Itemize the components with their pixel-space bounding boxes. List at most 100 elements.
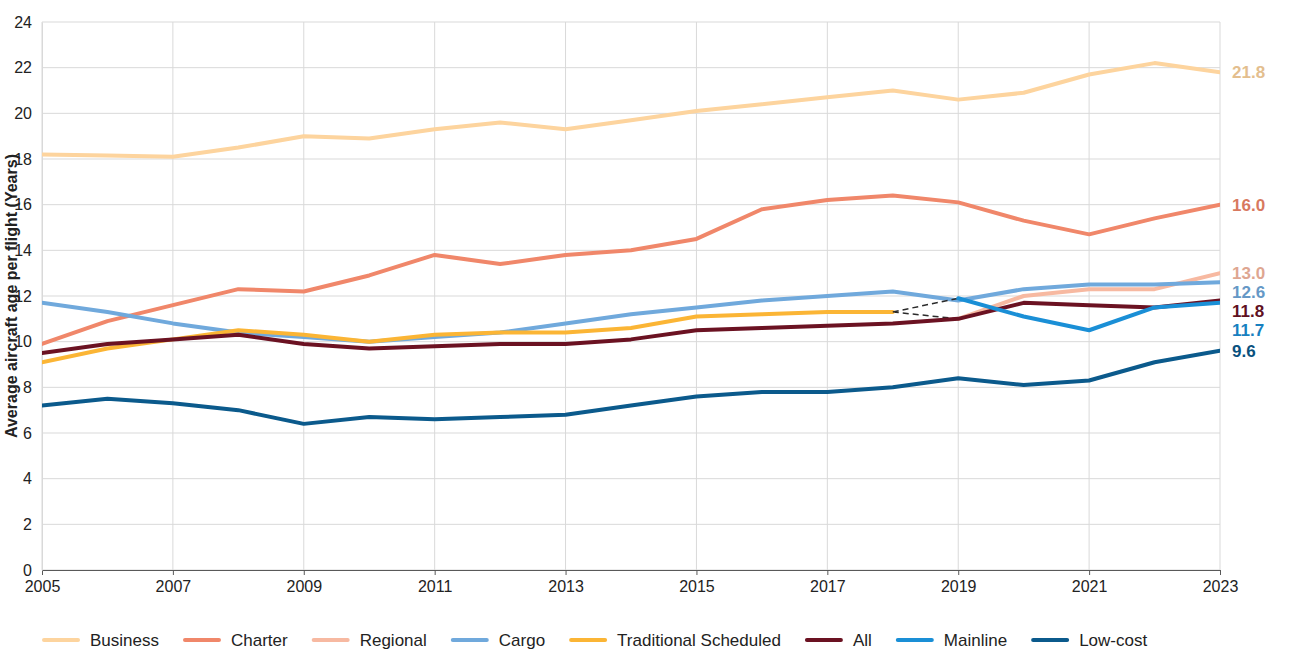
grid-line-y bbox=[42, 387, 1220, 388]
grid-line-y bbox=[42, 67, 1220, 68]
x-tick: 2015 bbox=[679, 570, 715, 595]
data-label: 16.0 bbox=[1232, 196, 1265, 215]
x-tick-mark bbox=[1220, 570, 1221, 575]
y-tick: 4 bbox=[23, 470, 42, 487]
y-tick: 22 bbox=[14, 59, 42, 76]
legend-swatch bbox=[44, 638, 78, 642]
x-tick: 2019 bbox=[941, 570, 977, 595]
data-label: 9.6 bbox=[1232, 342, 1256, 361]
legend-swatch bbox=[807, 638, 841, 642]
legend-item: Charter bbox=[185, 631, 288, 650]
series-lines bbox=[42, 63, 1220, 424]
legend-item: Cargo bbox=[453, 631, 545, 650]
x-tick-mark bbox=[173, 570, 174, 575]
series-line bbox=[958, 298, 1220, 330]
y-tick-label: 0 bbox=[23, 562, 32, 579]
y-tick-label: 24 bbox=[14, 14, 32, 31]
series-line bbox=[42, 63, 1220, 157]
x-axis-line bbox=[43, 571, 1221, 576]
data-label: 11.8 bbox=[1232, 302, 1264, 321]
series-connector bbox=[893, 298, 958, 312]
data-labels: 21.816.013.012.611.811.79.6 bbox=[1232, 63, 1265, 361]
legend-item: Business bbox=[44, 631, 159, 650]
x-tick-label: 2021 bbox=[1072, 578, 1108, 595]
legend-label: Traditional Scheduled bbox=[617, 631, 781, 650]
y-tick-label: 22 bbox=[14, 59, 32, 76]
x-tick: 2021 bbox=[1072, 570, 1108, 595]
x-tick-mark bbox=[304, 570, 305, 575]
legend-item: Regional bbox=[314, 631, 427, 650]
x-tick-mark bbox=[435, 570, 436, 575]
y-tick: 0 bbox=[23, 562, 42, 579]
x-tick-mark bbox=[42, 570, 43, 575]
x-tick: 2007 bbox=[156, 570, 192, 595]
x-tick-label: 2023 bbox=[1203, 578, 1239, 595]
x-tick-mark bbox=[696, 570, 697, 575]
legend-label: Business bbox=[90, 631, 159, 650]
grid-line-y bbox=[42, 433, 1220, 434]
x-tick-mark bbox=[827, 570, 828, 575]
legend-item: Low-cost bbox=[1033, 631, 1147, 650]
legend-label: Mainline bbox=[944, 631, 1007, 650]
grid-line-x bbox=[172, 22, 173, 570]
legend-label: Low-cost bbox=[1079, 631, 1147, 650]
x-tick-label: 2017 bbox=[810, 578, 846, 595]
grid-line-x bbox=[42, 22, 43, 570]
grid-line-y bbox=[42, 22, 1220, 23]
y-tick-label: 6 bbox=[23, 425, 32, 442]
data-label: 13.0 bbox=[1232, 264, 1265, 283]
x-tick: 2023 bbox=[1203, 570, 1239, 595]
x-tick-mark bbox=[566, 570, 567, 575]
grid-line-x bbox=[696, 22, 697, 570]
grid-line-x bbox=[1089, 22, 1090, 570]
legend-swatch bbox=[1033, 638, 1067, 642]
x-tick-label: 2013 bbox=[548, 578, 584, 595]
grid-line-x bbox=[1220, 22, 1221, 570]
grid-line-y bbox=[42, 524, 1220, 525]
y-tick-label: 2 bbox=[23, 516, 32, 533]
grid bbox=[42, 22, 1220, 570]
y-tick: 24 bbox=[14, 14, 42, 31]
legend-label: Regional bbox=[360, 631, 427, 650]
legend: Business Charter Regional Cargo Traditional … bbox=[44, 631, 1147, 650]
grid-line-y bbox=[42, 478, 1220, 479]
x-tick: 2011 bbox=[418, 570, 453, 595]
x-tick-label: 2009 bbox=[286, 578, 322, 595]
legend-label: All bbox=[853, 631, 872, 650]
legend-item: Mainline bbox=[898, 631, 1007, 650]
grid-line-y bbox=[42, 159, 1220, 160]
series-line bbox=[958, 273, 1220, 319]
series-line bbox=[42, 196, 1220, 344]
y-tick: 6 bbox=[23, 425, 42, 442]
legend-label: Cargo bbox=[499, 631, 545, 650]
series-line bbox=[42, 351, 1220, 424]
grid-line-x bbox=[565, 22, 566, 570]
x-tick-label: 2007 bbox=[156, 578, 192, 595]
legend-label: Charter bbox=[231, 631, 288, 650]
data-label: 12.6 bbox=[1232, 283, 1265, 302]
legend-item: All bbox=[807, 631, 872, 650]
x-tick-label: 2011 bbox=[418, 578, 453, 595]
legend-swatch bbox=[185, 638, 219, 642]
legend-swatch bbox=[571, 638, 605, 642]
x-tick: 2009 bbox=[286, 570, 322, 595]
x-axis: 2005 2007 2009 2011 2013 2015 2017 2019 2021 2023 bbox=[25, 570, 1239, 595]
y-tick-label: 4 bbox=[23, 470, 32, 487]
x-tick-label: 2019 bbox=[941, 578, 977, 595]
x-tick-mark bbox=[1089, 570, 1090, 575]
series-line bbox=[42, 301, 1220, 354]
y-axis-title: Average aircraft age per flight (Years) bbox=[3, 154, 20, 438]
chart: 2005 2007 2009 2011 2013 2015 2017 2019 2021 2023… bbox=[0, 0, 1300, 660]
x-tick-label: 2005 bbox=[25, 578, 61, 595]
grid-line-y bbox=[42, 204, 1220, 205]
grid-line-x bbox=[434, 22, 435, 570]
grid-line-x bbox=[303, 22, 304, 570]
legend-swatch bbox=[314, 638, 348, 642]
x-tick-label: 2015 bbox=[679, 578, 715, 595]
y-tick-label: 20 bbox=[14, 105, 32, 122]
y-axis-line bbox=[42, 23, 43, 571]
grid-line-y bbox=[42, 113, 1220, 114]
data-label: 21.8 bbox=[1232, 63, 1265, 82]
legend-swatch bbox=[898, 638, 932, 642]
y-tick: 2 bbox=[23, 516, 42, 533]
